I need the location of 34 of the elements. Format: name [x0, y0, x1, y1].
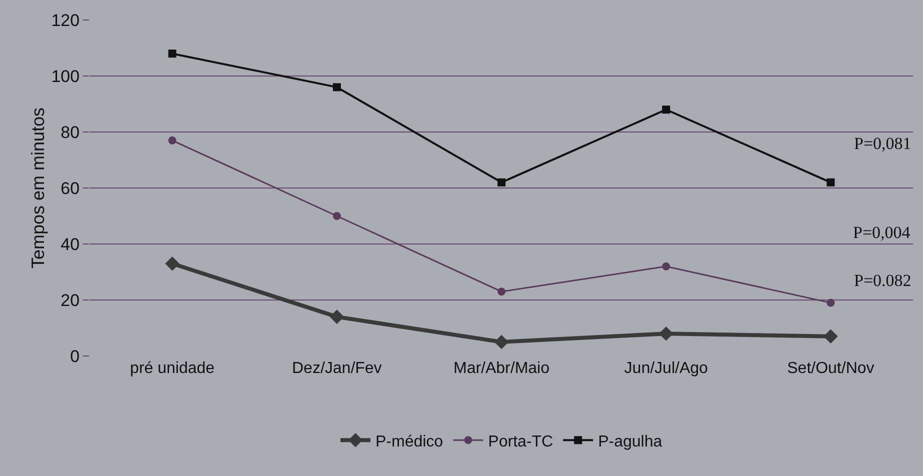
- y-tick-label: 40: [60, 234, 80, 254]
- point: [826, 298, 835, 307]
- point: [332, 83, 341, 92]
- point: [330, 310, 344, 324]
- point: [824, 329, 838, 344]
- y-axis-title: Tempos em minutos: [28, 107, 48, 269]
- point: [494, 334, 509, 350]
- annotation: P=0.082: [854, 271, 912, 290]
- y-tick-label: 80: [60, 122, 80, 142]
- point: [662, 106, 670, 114]
- point: [168, 50, 176, 58]
- annotation: P=0,004: [853, 223, 911, 242]
- x-tick-label: pré unidade: [130, 360, 215, 377]
- y-tick-label: 0: [70, 346, 80, 366]
- point: [498, 178, 506, 186]
- x-tick-label: Set/Out/Nov: [787, 360, 874, 377]
- y-tick-label: 60: [60, 178, 80, 198]
- y-tick-label: 120: [51, 10, 80, 30]
- y-tick-label: 20: [60, 290, 80, 310]
- point: [165, 256, 180, 271]
- point: [168, 136, 176, 144]
- point: [658, 326, 674, 341]
- legend-label: P-agulha: [598, 433, 662, 450]
- point: [498, 288, 506, 296]
- point: [826, 178, 835, 186]
- y-tick-label: 100: [51, 66, 80, 86]
- x-tick-label: Mar/Abr/Maio: [453, 360, 550, 377]
- point: [662, 262, 670, 270]
- legend-label: P-médico: [376, 433, 444, 450]
- x-tick-label: Dez/Jan/Fev: [292, 360, 382, 377]
- annotation: P=0,081: [854, 134, 912, 153]
- point: [332, 212, 341, 220]
- x-tick-label: Jun/Jul/Ago: [624, 360, 708, 377]
- legend-label: Porta-TC: [488, 433, 554, 450]
